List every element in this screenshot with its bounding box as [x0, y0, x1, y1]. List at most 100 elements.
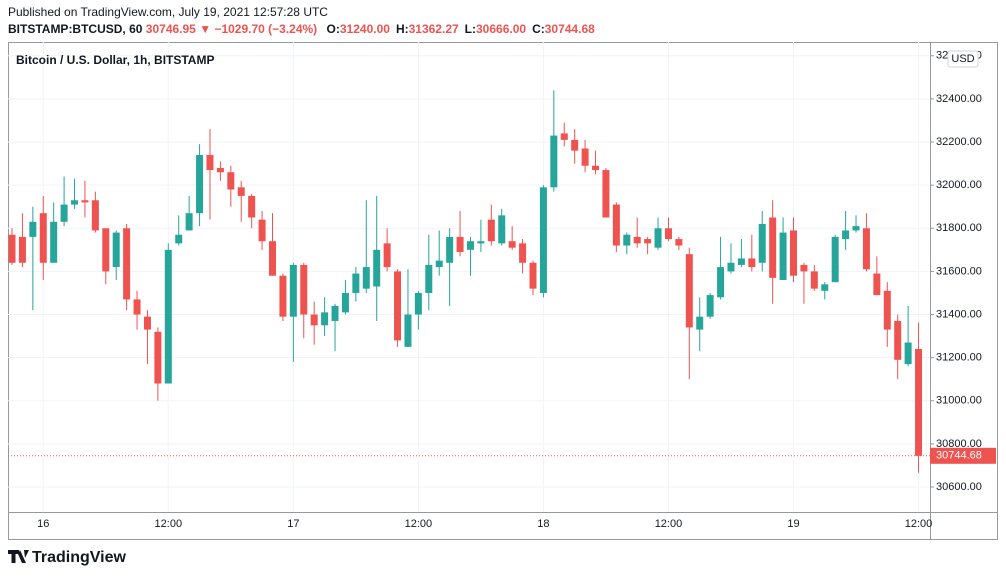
candle-body — [321, 312, 329, 326]
candle-body — [862, 228, 870, 270]
candle-body — [216, 167, 224, 173]
y-tick-label: 31600.00 — [936, 265, 982, 277]
y-tick-label: 30600.00 — [936, 481, 982, 493]
candle-body — [81, 200, 89, 203]
candle-body — [550, 135, 558, 188]
x-tick-label: 17 — [287, 518, 299, 530]
candle-body — [539, 187, 547, 293]
candle-body — [592, 165, 600, 171]
ohlc-key: H: — [395, 22, 409, 36]
ohlc-key: L: — [464, 22, 476, 36]
candle-body — [644, 239, 652, 244]
published: Published on TradingView.com, July 19, 2… — [8, 5, 328, 19]
candle-body — [581, 148, 589, 166]
candle-body — [164, 249, 172, 384]
ohlc-key: C: — [532, 22, 545, 36]
header: Published on TradingView.com, July 19, 2… — [8, 4, 595, 38]
candle-body — [60, 204, 68, 222]
candle-body — [269, 241, 276, 276]
candle-body — [362, 267, 370, 289]
candle-body — [519, 243, 527, 263]
candle-body — [466, 241, 474, 250]
currency-box — [947, 50, 979, 68]
candle-body — [748, 258, 756, 268]
candle-body — [737, 258, 745, 265]
candle-body — [39, 213, 47, 263]
x-tick-label: 12:00 — [405, 518, 433, 530]
candle-body — [435, 260, 443, 268]
candle-body — [310, 314, 318, 326]
candle-body — [477, 241, 485, 244]
candle-body — [810, 271, 818, 289]
candle-body — [790, 230, 797, 276]
price: 30746.95 — [145, 22, 196, 36]
candle-body — [206, 154, 214, 171]
y-tick-label: 32000.00 — [936, 179, 982, 191]
candle-body — [425, 264, 433, 293]
candle-body — [696, 316, 704, 330]
candle-body — [185, 213, 193, 231]
candle-body — [50, 221, 58, 263]
y-tick-label: 31800.00 — [936, 222, 982, 234]
ohlc-value: 31240.00 — [339, 22, 390, 36]
candle-body — [706, 295, 714, 317]
candle-body — [300, 264, 308, 315]
x-tick-label: 12:00 — [155, 518, 183, 530]
candle-body — [18, 236, 26, 263]
candle-body — [143, 316, 151, 330]
candle-body — [331, 305, 339, 321]
candle-body — [112, 232, 120, 268]
last-price-label: 30744.68 — [936, 450, 982, 462]
y-tick-label: 31400.00 — [936, 308, 982, 320]
candle-body — [664, 228, 672, 240]
ohlc-value: 31362.27 — [408, 22, 459, 36]
currency: USD — [951, 53, 974, 65]
candle-body — [602, 170, 610, 218]
candle-body — [279, 275, 287, 317]
candle-body — [8, 234, 16, 263]
logo-icon — [8, 550, 29, 563]
logo: TradingView — [8, 549, 127, 566]
candle-body — [196, 154, 204, 214]
candle-body — [258, 219, 266, 242]
candle-body — [498, 215, 506, 244]
candle-body — [352, 273, 360, 293]
candle-body — [123, 228, 131, 300]
y-tick-label: 31000.00 — [936, 395, 982, 407]
symbol: BITSTAMP:BTCUSD, 60 — [8, 22, 143, 36]
candle-body — [383, 243, 391, 268]
candle-body — [894, 320, 902, 360]
candle-body — [529, 262, 537, 289]
chart-title: Bitcoin / U.S. Dollar, 1h, BITSTAMP — [16, 53, 214, 67]
candle-body — [289, 264, 297, 317]
candle-body — [373, 249, 381, 287]
candle-body — [91, 200, 99, 231]
frame — [8, 42, 998, 540]
legend-line: BITSTAMP:BTCUSD, 60 30746.95 ▼ −1029.70 … — [8, 21, 595, 38]
candle-body — [248, 195, 256, 218]
candle-body — [685, 254, 693, 328]
candle-body — [560, 133, 568, 140]
candle-body — [29, 221, 37, 237]
candle-body — [571, 139, 579, 151]
ohlc-value: 30744.68 — [544, 22, 595, 36]
candle-body — [227, 172, 235, 190]
candle-body — [675, 239, 683, 246]
x-tick-label: 19 — [787, 518, 799, 530]
candle-body — [727, 262, 735, 272]
y-tick-label: 30800.00 — [936, 438, 982, 450]
candle-body — [654, 228, 662, 248]
x-tick-label: 18 — [537, 518, 549, 530]
y-tick-label: 31200.00 — [936, 352, 982, 364]
candle-body — [831, 236, 839, 283]
logo-text: TradingView — [32, 549, 127, 566]
candle-body — [394, 271, 402, 341]
candle-body — [446, 236, 454, 263]
x-tick-label: 16 — [37, 518, 49, 530]
candle-body — [237, 187, 245, 196]
candle-body — [873, 273, 881, 296]
candle-body — [71, 200, 79, 205]
y-tick-label: 32200.00 — [936, 136, 982, 148]
